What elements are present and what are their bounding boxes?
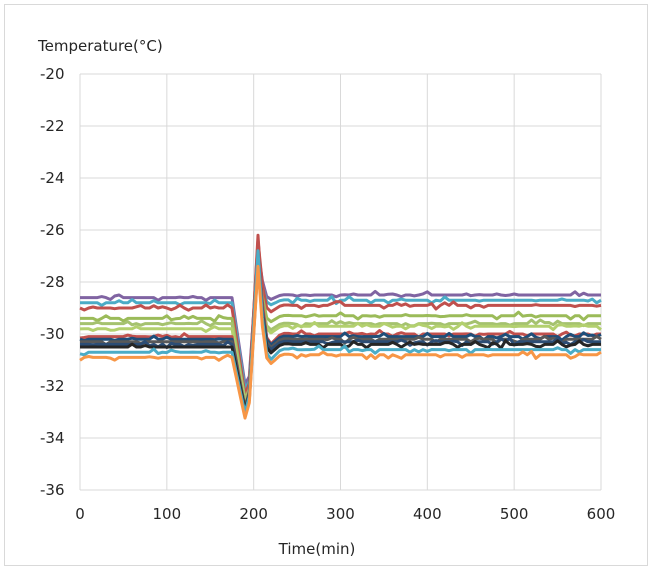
y-tick-label: -22 bbox=[40, 117, 65, 135]
tick-labels: -20 -22 -24 -26 -28 -30 -32 -34 -36 0 100 200 300 400… bbox=[40, 65, 615, 523]
y-tick-label: -26 bbox=[40, 221, 65, 239]
series-line bbox=[79, 251, 602, 413]
y-axis-label: Temperature(°C) bbox=[37, 37, 163, 55]
series-line bbox=[80, 259, 601, 401]
x-tick-label: 400 bbox=[413, 505, 442, 523]
series-line bbox=[79, 264, 602, 420]
x-tick-label: 0 bbox=[75, 505, 85, 523]
series-line bbox=[80, 257, 601, 412]
series-line bbox=[80, 254, 601, 403]
series-line bbox=[80, 254, 602, 409]
series-line bbox=[79, 257, 602, 407]
series-group bbox=[79, 233, 602, 420]
grid-lines bbox=[79, 73, 602, 491]
x-tick-label: 500 bbox=[500, 505, 529, 523]
y-tick-label: -20 bbox=[40, 65, 65, 83]
x-tick-label: 300 bbox=[326, 505, 355, 523]
series-line bbox=[79, 249, 601, 415]
series-line bbox=[79, 233, 601, 410]
y-tick-label: -32 bbox=[40, 377, 65, 395]
y-tick-label: -24 bbox=[40, 169, 65, 187]
series-line bbox=[79, 238, 602, 397]
y-tick-label: -28 bbox=[40, 273, 65, 291]
series-line bbox=[80, 249, 601, 386]
x-tick-label: 200 bbox=[239, 505, 268, 523]
chart-frame bbox=[4, 4, 648, 566]
x-axis-label: Time(min) bbox=[278, 540, 356, 558]
y-tick-label: -30 bbox=[40, 325, 65, 343]
y-tick-label: -36 bbox=[40, 481, 65, 499]
y-tick-label: -34 bbox=[40, 429, 65, 447]
x-tick-label: 100 bbox=[153, 505, 182, 523]
x-tick-label: 600 bbox=[587, 505, 616, 523]
series-line bbox=[80, 251, 602, 391]
